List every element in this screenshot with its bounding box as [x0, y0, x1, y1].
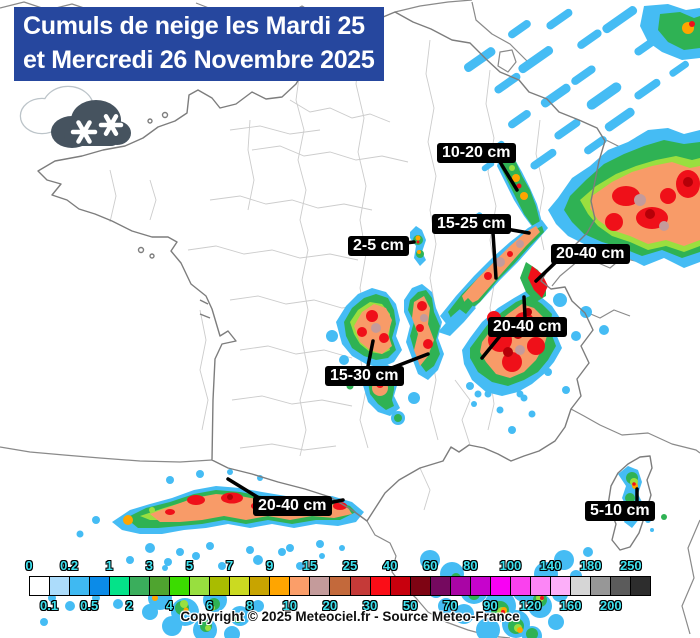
callout-alps: 20-40 cm — [488, 317, 567, 337]
legend-tick-label: 70 — [443, 598, 458, 613]
legend-cell — [209, 577, 230, 595]
legend-tick-label: 200 — [599, 598, 622, 613]
copyright-text: Copyright © 2025 Meteociel.fr - Source M… — [180, 609, 520, 624]
legend-cell — [49, 577, 70, 595]
snow-blob-2-5 — [410, 226, 426, 266]
legend-tick-label: 25 — [342, 558, 358, 573]
legend-tick-label: 6 — [205, 598, 214, 613]
legend-tick-label: 30 — [362, 598, 378, 613]
legend-tick-label: 20 — [322, 598, 338, 613]
legend-tick-label: 60 — [422, 558, 438, 573]
legend-cell — [309, 577, 330, 595]
snow-streak-10-20 — [497, 148, 542, 232]
legend-cell — [569, 577, 590, 595]
legend-tick-label: 80 — [463, 558, 478, 573]
legend-tick-label: 40 — [382, 558, 398, 573]
legend-tick-label: 0.5 — [80, 598, 99, 613]
legend-tick-label: 1 — [105, 558, 113, 573]
snow-cloud-icon — [19, 85, 131, 148]
legend-tick-label: 250 — [619, 558, 642, 573]
legend-tick-label: 4 — [165, 598, 174, 613]
legend-tick-label: 50 — [402, 598, 418, 613]
legend-cell — [609, 577, 630, 595]
legend-tick-label: 8 — [246, 598, 254, 613]
legend-tick-label: 90 — [483, 598, 498, 613]
legend-tick-label: 0.1 — [40, 598, 59, 613]
legend-tick-label: 9 — [266, 558, 274, 573]
legend-cell — [549, 577, 570, 595]
legend-color-scale — [29, 576, 651, 596]
legend-cell — [449, 577, 470, 595]
callout-pyrenees: 20-40 cm — [253, 496, 332, 516]
callout-alps-north: 20-40 cm — [551, 244, 630, 264]
legend-cell — [349, 577, 370, 595]
legend-tick-label: 100 — [499, 558, 522, 573]
callout-corsica: 5-10 cm — [585, 501, 655, 521]
legend-cell — [189, 577, 210, 595]
callout-center: 2-5 cm — [348, 236, 409, 256]
legend-tick-label: 140 — [539, 558, 562, 573]
legend-cell — [89, 577, 110, 595]
legend-cell — [389, 577, 410, 595]
legend-cell — [589, 577, 610, 595]
legend-tick-label: 0.2 — [60, 558, 79, 573]
legend-cell — [30, 577, 50, 595]
callout-jura: 15-25 cm — [432, 214, 511, 234]
title-banner: Cumuls de neige les Mardi 25 et Mercredi… — [14, 7, 384, 81]
legend-tick-label: 2 — [125, 598, 133, 613]
legend-cell — [149, 577, 170, 595]
legend-tick-label: 10 — [282, 598, 297, 613]
legend-cell — [409, 577, 430, 595]
snowflake-icon — [70, 114, 124, 144]
legend-cell — [109, 577, 130, 595]
legend-cell — [509, 577, 530, 595]
callout-massif-central: 15-30 cm — [325, 366, 404, 386]
legend-cell — [429, 577, 450, 595]
title-line-1: Cumuls de neige les Mardi 25 — [23, 12, 365, 40]
callout-northeast: 10-20 cm — [437, 143, 516, 163]
legend-tick-label: 180 — [579, 558, 602, 573]
legend-tick-label: 15 — [302, 558, 318, 573]
snow-bottom-left — [40, 586, 264, 638]
legend-cell — [629, 577, 650, 595]
legend-cell — [249, 577, 270, 595]
legend-tick-label: 5 — [185, 558, 194, 573]
legend-cell — [529, 577, 550, 595]
legend-cell — [129, 577, 150, 595]
legend-cell — [469, 577, 490, 595]
legend-tick-label: 3 — [145, 558, 153, 573]
legend-tick-label: 0 — [25, 558, 33, 573]
legend-cell — [289, 577, 310, 595]
title-line-2: et Mercredi 26 Novembre 2025 — [23, 46, 375, 74]
legend-cell — [69, 577, 90, 595]
legend-cell — [229, 577, 250, 595]
legend-cell — [169, 577, 190, 595]
snow-massif-central — [326, 284, 444, 425]
legend-cell — [369, 577, 390, 595]
france-landmass — [38, 12, 605, 521]
legend-cell — [269, 577, 290, 595]
legend-tick-label: 160 — [559, 598, 582, 613]
legend-cell — [329, 577, 350, 595]
snow-northeast-massif — [548, 4, 700, 268]
legend-cell — [489, 577, 510, 595]
legend-tick-label: 7 — [225, 558, 234, 573]
legend-tick-label: 120 — [519, 598, 542, 613]
